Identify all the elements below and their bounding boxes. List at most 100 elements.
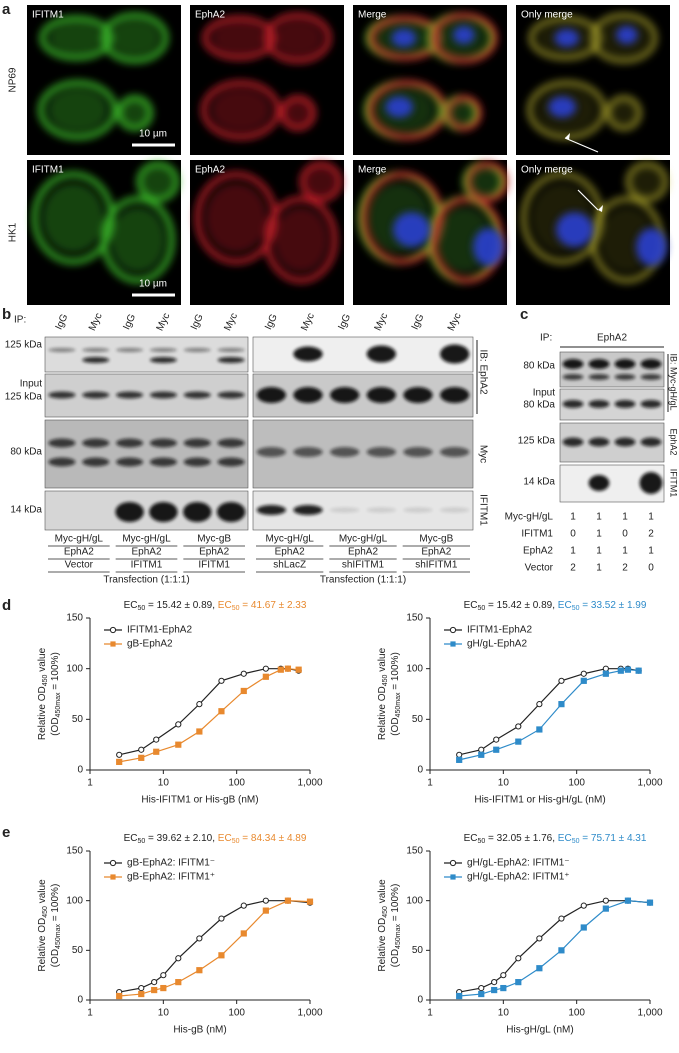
- table-cell: 1: [596, 529, 602, 540]
- chart-annotation: Relative OD450 value: [37, 647, 50, 740]
- cell: [299, 161, 343, 203]
- blot-band: [217, 357, 245, 363]
- cell: [200, 80, 281, 140]
- chart-annotation: Relative OD450 value: [377, 879, 390, 972]
- condition-label: IFITM1: [198, 560, 230, 571]
- condition-label: Myc-gH/gL: [122, 534, 171, 545]
- blot-band: [82, 457, 110, 467]
- annotation-part: = 32.05 ± 1.76,: [485, 833, 558, 844]
- condition-label: Myc-gB: [197, 534, 231, 545]
- table-cell: 1: [622, 512, 628, 523]
- mw-marker: 14 kDa: [10, 505, 42, 516]
- x-tick-label: 1: [87, 778, 93, 789]
- nucleus: [556, 212, 594, 248]
- text-part: value: [37, 647, 48, 674]
- point: [151, 986, 158, 994]
- blot-band: [82, 357, 110, 363]
- image-label: IFITM1: [32, 10, 64, 21]
- row-label: EphA2: [523, 546, 553, 557]
- condition-label: EphA2: [348, 547, 378, 558]
- legend-marker: [110, 641, 116, 647]
- condition-label: EphA2: [199, 547, 229, 558]
- annotation-part: EC: [218, 600, 232, 611]
- annotation-part: 50: [477, 838, 485, 845]
- blot-band: [82, 391, 110, 399]
- table-cell: 0: [570, 529, 576, 540]
- blot-band: [403, 447, 433, 457]
- point: [138, 754, 145, 761]
- y-tick-label: 150: [406, 613, 423, 624]
- panel-label: e: [2, 824, 10, 841]
- x-axis-label: His-gH/gL (nM): [506, 1025, 573, 1036]
- x-tick-label: 100: [568, 1008, 585, 1019]
- point: [500, 972, 507, 979]
- blot-band: [588, 374, 610, 380]
- x-axis-label: His-gB (nM): [173, 1025, 226, 1036]
- lane-label: IgG: [410, 312, 427, 331]
- x-tick-label: 1: [427, 778, 433, 789]
- cell: [143, 167, 173, 196]
- blot-band: [293, 505, 323, 515]
- row-label: NP69: [8, 67, 19, 92]
- chart-annotation: Relative OD450 value: [37, 879, 50, 972]
- legend-label: gB-EphA2: IFITM1⁻: [127, 858, 215, 869]
- annotation-part: EC: [558, 600, 572, 611]
- blot: [44, 419, 249, 489]
- point: [456, 992, 463, 1000]
- point: [262, 897, 269, 904]
- cell: [264, 196, 338, 284]
- cell: [306, 167, 336, 196]
- legend-label: IFITM1-EphA2: [467, 625, 532, 636]
- chart-annotation: EC50 = 15.42 ± 0.89, EC50 = 33.52 ± 1.99: [464, 600, 647, 613]
- legend-marker: [109, 626, 117, 634]
- cell: [205, 183, 267, 253]
- annotation-part: EC: [124, 600, 138, 611]
- ib-label: IFITM1: [669, 469, 679, 498]
- point: [218, 677, 225, 684]
- cell-signal: [194, 161, 343, 284]
- cell: [625, 161, 669, 203]
- point: [536, 701, 543, 708]
- cell: [48, 88, 108, 132]
- blot-band: [614, 400, 636, 408]
- cell: [110, 207, 165, 273]
- image-label: Only merge: [521, 165, 573, 176]
- annotation-part: = 75.71 ± 4.31: [579, 833, 646, 844]
- chart-annotation: (OD450max = 100%): [390, 652, 403, 736]
- table-cell: 1: [648, 512, 654, 523]
- chart-annotation: (OD450max = 100%): [50, 884, 63, 968]
- point: [138, 746, 145, 753]
- cell: [611, 101, 637, 125]
- point: [196, 701, 203, 708]
- subscript: 450max: [395, 924, 402, 949]
- nucleus: [473, 228, 504, 266]
- cell: [116, 95, 154, 131]
- annotation-part: = 15.42 ± 0.89,: [145, 600, 218, 611]
- blot-band: [183, 457, 211, 467]
- y-tick-label: 50: [72, 714, 84, 725]
- text-part: = 100%): [390, 652, 401, 692]
- blot: [252, 336, 474, 373]
- blot-band: [366, 447, 397, 457]
- condition-label: Myc-gH/gL: [339, 534, 388, 545]
- point: [240, 687, 247, 695]
- annotation-part: 50: [137, 605, 145, 612]
- table-cell: 2: [648, 529, 654, 540]
- panel-label: a: [2, 1, 11, 18]
- text-part: Relative OD: [377, 918, 388, 972]
- blot-band: [217, 348, 245, 352]
- point: [196, 935, 203, 942]
- text-part: (OD: [390, 949, 401, 967]
- point: [262, 673, 269, 680]
- text-part: = 100%): [50, 652, 61, 692]
- point: [515, 979, 522, 986]
- x-axis-label: His-IFITM1 or His-gB (nM): [141, 795, 258, 806]
- legend-label: gH/gL-EphA2: IFITM1⁻: [467, 858, 570, 869]
- blot: [252, 373, 474, 418]
- ib-label: IFITM1: [477, 494, 488, 526]
- cell: [211, 88, 271, 132]
- annotation-part: 50: [572, 605, 580, 612]
- cell: [264, 12, 332, 64]
- blot-band: [149, 438, 177, 448]
- annotation-part: 50: [477, 605, 485, 612]
